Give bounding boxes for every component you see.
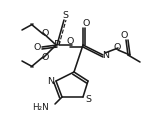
Text: O: O	[113, 42, 121, 52]
Text: O: O	[33, 42, 41, 52]
Text: N: N	[103, 52, 110, 60]
Text: O: O	[120, 31, 128, 41]
Text: O: O	[82, 19, 90, 29]
Text: S: S	[85, 95, 91, 105]
Text: O: O	[41, 53, 49, 61]
Text: O: O	[41, 30, 49, 38]
Text: O: O	[66, 38, 74, 46]
Text: N: N	[48, 76, 55, 86]
Text: P: P	[54, 40, 60, 50]
Text: S: S	[62, 11, 68, 19]
Text: H₂N: H₂N	[32, 103, 48, 113]
